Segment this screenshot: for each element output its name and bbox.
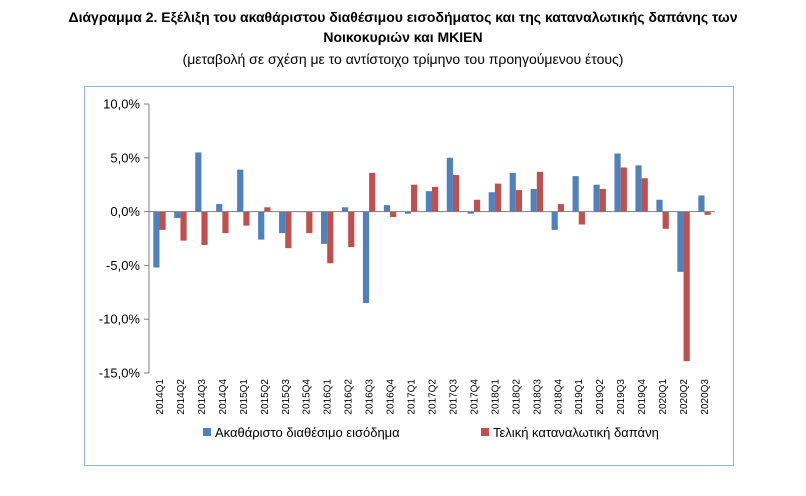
bar-series-1 (237, 169, 244, 212)
x-tick-label: 2018Q3 (532, 379, 543, 415)
x-tick-label: 2015Q4 (302, 379, 313, 415)
x-tick-label: 2018Q1 (490, 379, 501, 415)
x-tick-label: 2017Q2 (428, 379, 439, 415)
bar-series-1 (698, 195, 705, 212)
y-tick-label: 10,0% (103, 97, 140, 112)
bar-series-2 (683, 211, 690, 362)
x-tick-label: 2017Q1 (407, 379, 418, 415)
bar-series-1 (153, 211, 160, 268)
bar-series-1 (509, 172, 516, 212)
bar-series-2 (515, 190, 523, 212)
bar-series-2 (180, 211, 187, 241)
x-tick-label: 2014Q2 (176, 379, 187, 415)
y-tick-label: -15,0% (99, 366, 141, 381)
bar-series-1 (362, 211, 370, 304)
bar-series-1 (488, 192, 495, 212)
x-tick-label: 2020Q3 (700, 379, 711, 415)
legend-label-2: Τελική καταναλωτική δαπάνη (493, 425, 659, 440)
y-tick-label: -10,0% (99, 312, 141, 327)
bar-series-1 (530, 189, 537, 212)
x-tick-label: 2014Q3 (197, 379, 208, 415)
bar-series-1 (677, 211, 684, 272)
bar-series-1 (341, 207, 349, 212)
x-tick-label: 2018Q4 (553, 379, 564, 415)
bar-series-2 (578, 211, 585, 225)
x-tick-label: 2017Q3 (448, 379, 459, 415)
bar-series-2 (473, 199, 481, 212)
legend-label-1: Ακαθάριστο διαθέσιμο εισόδημα (215, 425, 400, 440)
x-tick-label: 2019Q3 (616, 379, 627, 415)
legend-swatch-2 (481, 428, 489, 436)
bar-series-1 (174, 211, 181, 219)
bar-series-2 (369, 172, 376, 212)
bar-series-1 (425, 191, 432, 212)
x-tick-label: 2015Q3 (281, 379, 292, 415)
bar-series-2 (306, 211, 313, 234)
bar-series-2 (327, 211, 334, 264)
x-tick-label: 2015Q1 (239, 379, 250, 415)
bar-series-2 (452, 175, 460, 212)
bar-series-2 (432, 186, 439, 212)
bar-series-2 (243, 211, 250, 226)
bar-series-2 (264, 207, 271, 212)
bar-series-1 (383, 205, 391, 212)
x-tick-label: 2016Q4 (386, 379, 397, 415)
bar-series-2 (411, 184, 418, 212)
bar-series-1 (551, 211, 558, 230)
bar-series-1 (446, 157, 453, 212)
chart-frame (84, 86, 734, 466)
bar-series-2 (662, 211, 669, 229)
bar-series-2 (390, 211, 397, 217)
x-tick-label: 2020Q1 (658, 379, 669, 415)
x-tick-label: 2020Q2 (679, 379, 690, 415)
y-tick-label: -5,0% (106, 258, 140, 273)
x-tick-label: 2018Q2 (511, 379, 522, 415)
chart-title-line2: Νοικοκυριών και ΜΚΙΕΝ (323, 29, 483, 45)
bar-series-2 (599, 189, 606, 212)
bar-series-1 (320, 211, 328, 244)
x-tick-label: 2015Q2 (260, 379, 271, 415)
y-tick-label: 5,0% (110, 150, 140, 165)
bar-series-1 (656, 199, 663, 212)
legend-swatch-1 (203, 428, 211, 436)
bar-series-1 (635, 165, 642, 212)
x-tick-label: 2016Q2 (344, 379, 355, 415)
x-tick-label: 2016Q1 (323, 379, 334, 415)
x-tick-label: 2019Q1 (574, 379, 585, 415)
bar-series-2 (557, 204, 564, 212)
x-tick-label: 2016Q3 (365, 379, 376, 415)
y-tick-label: 0,0% (110, 204, 140, 219)
bar-series-2 (536, 171, 544, 212)
x-tick-label: 2017Q4 (469, 379, 480, 415)
bar-series-2 (620, 167, 627, 212)
bar-series-2 (159, 211, 166, 230)
bar-series-1 (593, 184, 600, 212)
bar-series-1 (258, 211, 265, 240)
chart-subtitle: (μεταβολή σε σχέση με το αντίστοιχο τρίμ… (182, 51, 624, 67)
x-tick-label: 2019Q2 (595, 379, 606, 415)
bar-series-2 (704, 211, 711, 215)
bar-series-1 (572, 176, 579, 212)
bar-series-2 (222, 211, 229, 234)
bar-series-1 (216, 204, 223, 212)
bar-series-1 (279, 211, 286, 234)
bar-series-1 (467, 211, 474, 214)
bar-series-2 (494, 183, 502, 212)
bar-series-2 (285, 211, 292, 249)
x-tick-label: 2019Q4 (637, 379, 648, 415)
bar-series-2 (201, 211, 208, 245)
x-tick-label: 2014Q4 (218, 379, 229, 415)
bar-series-1 (195, 152, 202, 212)
x-tick-label: 2014Q1 (155, 379, 166, 415)
bar-series-2 (348, 211, 355, 248)
bar-series-2 (641, 178, 648, 212)
chart-title-line1: Διάγραμμα 2. Εξέλιξη του ακαθάριστου δια… (68, 9, 738, 25)
bar-series-1 (404, 211, 412, 214)
bar-series-1 (614, 153, 621, 212)
